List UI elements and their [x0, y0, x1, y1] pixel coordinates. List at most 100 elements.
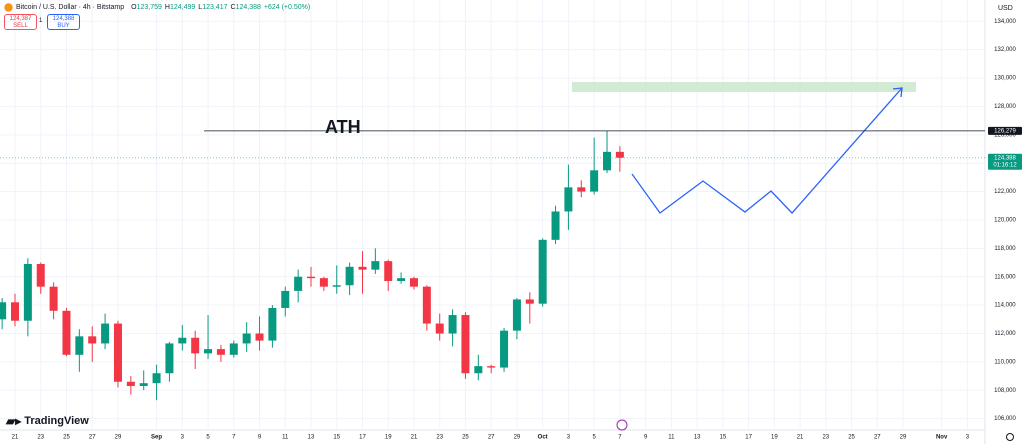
price-axis-bg — [985, 0, 1024, 430]
x-tick-label: 25 — [848, 435, 855, 441]
candle-body — [487, 366, 496, 368]
price-label-bg — [988, 153, 1022, 170]
candle-body — [590, 170, 599, 192]
candle-body — [525, 299, 534, 304]
x-tick-label: 21 — [12, 435, 19, 441]
candle-body — [204, 349, 213, 354]
candle-body — [615, 151, 624, 158]
candle-body — [512, 299, 521, 331]
candle-body — [139, 383, 148, 387]
candle-body — [397, 278, 406, 281]
x-tick-label: 7 — [232, 435, 236, 441]
candle-body — [0, 302, 7, 320]
sell-label: SELL — [13, 23, 28, 29]
candle-body — [294, 276, 303, 291]
x-tick-label: Oct — [538, 435, 548, 441]
x-tick-label: 7 — [618, 435, 622, 441]
candle-body — [49, 286, 58, 311]
candle-body — [126, 381, 135, 387]
x-tick-label: 25 — [63, 435, 70, 441]
symbol-title: Bitcoin / U.S. Dollar · 4h · Bitstamp — [16, 4, 125, 11]
x-tick-label: 5 — [592, 435, 596, 441]
candle-body — [152, 373, 161, 384]
header: Bitcoin / U.S. Dollar · 4h · Bitstamp O1… — [4, 3, 310, 12]
x-tick-label: 29 — [900, 435, 907, 441]
x-tick-label: 9 — [644, 435, 648, 441]
candle-body — [242, 333, 251, 344]
ath-label: ATH — [325, 117, 361, 137]
x-tick-label: 11 — [668, 435, 675, 441]
candle-body — [178, 337, 187, 344]
currency: USD — [998, 5, 1013, 12]
l-label: L — [198, 4, 203, 11]
candle-body — [435, 323, 444, 334]
buy-button[interactable]: 124,388 BUY — [47, 14, 80, 30]
buy-price: 124,388 — [52, 16, 75, 22]
x-tick-label: 29 — [115, 435, 122, 441]
y-tick-label: 112,000 — [994, 331, 1016, 337]
candle-body — [409, 278, 418, 287]
candle-body — [551, 211, 560, 240]
candle-body — [538, 239, 547, 304]
candle-body — [422, 286, 431, 324]
candle-body — [577, 187, 586, 192]
candle-body — [345, 266, 354, 286]
candle-body — [229, 343, 238, 355]
projection-path — [631, 87, 903, 214]
x-tick-label: Sep — [151, 435, 162, 441]
price-label-bg — [988, 126, 1022, 135]
o-label: O — [131, 4, 137, 11]
candle-body — [88, 336, 97, 344]
x-tick-label: 3 — [567, 435, 571, 441]
x-tick-label: 27 — [874, 435, 881, 441]
y-tick-label: 122,000 — [994, 189, 1016, 195]
x-tick-label: 17 — [359, 435, 366, 441]
btc-icon — [4, 3, 13, 12]
candle-body — [448, 315, 457, 334]
x-tick-label: 13 — [308, 435, 315, 441]
x-tick-label: 21 — [411, 435, 418, 441]
brand-name: TradingView — [24, 415, 89, 427]
brand-logo: ▰▸ — [6, 414, 22, 428]
x-tick-label: 25 — [462, 435, 469, 441]
x-tick-label: 3 — [966, 435, 970, 441]
candle-body — [36, 263, 45, 287]
l-value: 123,417 — [202, 4, 228, 11]
x-tick-label: 23 — [822, 435, 829, 441]
x-tick-label: 17 — [745, 435, 752, 441]
y-tick-label: 108,000 — [994, 388, 1016, 394]
candle-body — [268, 307, 277, 341]
y-tick-label: 110,000 — [994, 359, 1016, 365]
candle-body — [384, 261, 393, 281]
candle-body — [113, 323, 122, 382]
x-tick-label: 19 — [385, 435, 392, 441]
candle-body — [371, 261, 380, 270]
y-tick-label: 132,000 — [994, 47, 1016, 53]
sell-price: 124,387 — [9, 16, 32, 22]
y-tick-label: 130,000 — [994, 76, 1016, 82]
o-value: 123,759 — [136, 4, 162, 11]
candle-body — [319, 278, 328, 287]
y-tick-label: 116,000 — [994, 274, 1016, 280]
candle-body — [62, 310, 71, 355]
c-value: 124,388 — [235, 4, 261, 11]
candle-body — [358, 266, 367, 270]
c-label: C — [230, 4, 236, 11]
candle-body — [216, 349, 225, 355]
y-tick-label: 118,000 — [994, 246, 1016, 252]
candle-body — [165, 343, 174, 374]
settings-icon[interactable] — [1006, 433, 1014, 441]
x-tick-label: 15 — [720, 435, 727, 441]
candle-body — [564, 187, 573, 212]
y-tick-label: 126,000 — [994, 132, 1016, 138]
candle-body — [75, 336, 84, 355]
projection-arrowhead — [892, 87, 903, 98]
y-tick-label: 128,000 — [994, 104, 1016, 110]
candle-body — [332, 285, 341, 287]
x-tick-label: Nov — [936, 435, 948, 441]
sell-button[interactable]: 124,387 SELL — [4, 14, 37, 30]
candle-body — [474, 366, 483, 374]
candle-body — [11, 302, 19, 321]
